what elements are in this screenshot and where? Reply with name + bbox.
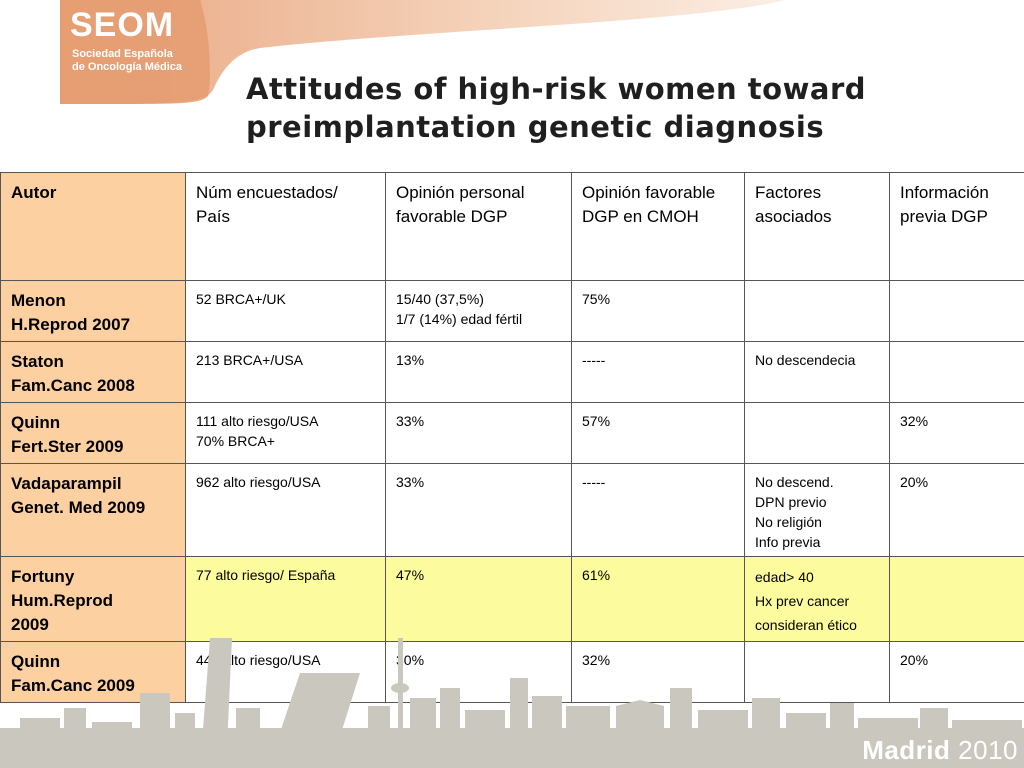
table-header-row: Autor Núm encuestados/ País Opinión pers… [0,172,1024,281]
author-name: Menon [11,291,66,310]
info-cell: 20% [889,641,1024,703]
factors-cell [744,641,890,703]
factors-cell: No descend. DPN previo No religión Info … [744,463,890,557]
num-value-2: 70% BRCA+ [196,433,275,449]
author-journal: Fam.Canc 2008 [11,376,135,395]
author-journal: Hum.Reprod [11,591,113,610]
factors-cell [744,280,890,342]
cmoh-cell: 75% [571,280,745,342]
num-cell: 111 alto riesgo/USA 70% BRCA+ [185,402,386,464]
author-year: 2009 [11,615,49,634]
table-row: Quinn Fert.Ster 2009 111 alto riesgo/USA… [0,402,1024,464]
num-value: 111 alto riesgo/USA [196,413,319,429]
personal-cell: 15/40 (37,5%) 1/7 (14%) edad fértil [385,280,572,342]
author-name: Fortuny [11,567,75,586]
author-cell: Staton Fam.Canc 2008 [0,341,186,403]
author-journal: Fert.Ster 2009 [11,437,124,456]
table-row: Vadaparampil Genet. Med 2009 962 alto ri… [0,463,1024,557]
madrid-skyline-graphic [0,638,1024,768]
header-num-encuestados: Núm encuestados/ País [185,172,386,281]
factor-item: edad> 40 [755,569,814,585]
header-opinion-personal: Opinión personal favorable DGP [385,172,572,281]
studies-table: Autor Núm encuestados/ País Opinión pers… [0,172,1024,703]
table-row: Staton Fam.Canc 2008 213 BRCA+/USA 13% -… [0,341,1024,403]
personal-value: 15/40 (37,5%) [396,291,484,307]
num-cell: 213 BRCA+/USA [185,341,386,403]
personal-cell: 33% [385,463,572,557]
factor-item: No descend. [755,474,834,490]
header-factores: Factores asociados [744,172,890,281]
info-cell: 32% [889,402,1024,464]
cmoh-cell: 61% [571,556,745,642]
header-informacion: Información previa DGP [889,172,1024,281]
header-autor: Autor [0,172,186,281]
author-cell: Vadaparampil Genet. Med 2009 [0,463,186,557]
author-cell: Quinn Fert.Ster 2009 [0,402,186,464]
author-journal: Genet. Med 2009 [11,498,146,517]
cmoh-cell: ----- [571,341,745,403]
seom-logo: SEOM Sociedad Española de Oncología Médi… [60,6,220,96]
factor-item: Info previa [755,534,821,550]
info-cell: 20% [889,463,1024,557]
personal-cell: 33% [385,402,572,464]
cmoh-cell: ----- [571,463,745,557]
author-name: Vadaparampil [11,474,122,493]
num-cell: 962 alto riesgo/USA [185,463,386,557]
logo-subtitle-line1: Sociedad Española [72,48,173,60]
footer-city: Madrid [862,735,951,765]
header-swoosh [60,0,785,104]
num-cell: 77 alto riesgo/ España [185,556,386,642]
logo-subtitle: Sociedad Española de Oncología Médica [72,48,212,74]
table-row-highlighted: Fortuny Hum.Reprod 2009 77 alto riesgo/ … [0,556,1024,642]
factor-item: DPN previo [755,494,827,510]
logo-subtitle-line2: de Oncología Médica [72,61,183,73]
factor-item: consideran ético [755,617,857,633]
author-journal: Fam.Canc 2009 [11,676,135,695]
factor-item: Hx prev cancer [755,593,850,609]
cmoh-cell: 57% [571,402,745,464]
info-cell [889,280,1024,342]
header-opinion-cmoh: Opinión favorable DGP en CMOH [571,172,745,281]
slide-title: Attitudes of high-risk women toward prei… [246,72,867,144]
author-cell: Quinn Fam.Canc 2009 [0,641,186,703]
author-name: Staton [11,352,64,371]
logo-name: SEOM [70,6,175,44]
author-name: Quinn [11,652,61,671]
table-row: Quinn Fam.Canc 2009 446 alto riesgo/USA … [0,641,1024,703]
personal-value-2: 1/7 (14%) edad fértil [396,311,523,327]
author-journal: H.Reprod 2007 [11,315,131,334]
author-name: Quinn [11,413,61,432]
cmoh-cell: 32% [571,641,745,703]
footer-location: Madrid 2010 [862,735,1018,766]
factor-item: No religión [755,514,822,530]
info-cell [889,341,1024,403]
info-cell [889,556,1024,642]
num-cell: 52 BRCA+/UK [185,280,386,342]
author-cell: Menon H.Reprod 2007 [0,280,186,342]
factors-cell: No descendecia [744,341,890,403]
personal-cell: 13% [385,341,572,403]
table-row: Menon H.Reprod 2007 52 BRCA+/UK 15/40 (3… [0,280,1024,342]
factors-cell: edad> 40 Hx prev cancer consideran ético [744,556,890,642]
factors-cell [744,402,890,464]
footer-year: 2010 [958,735,1018,765]
